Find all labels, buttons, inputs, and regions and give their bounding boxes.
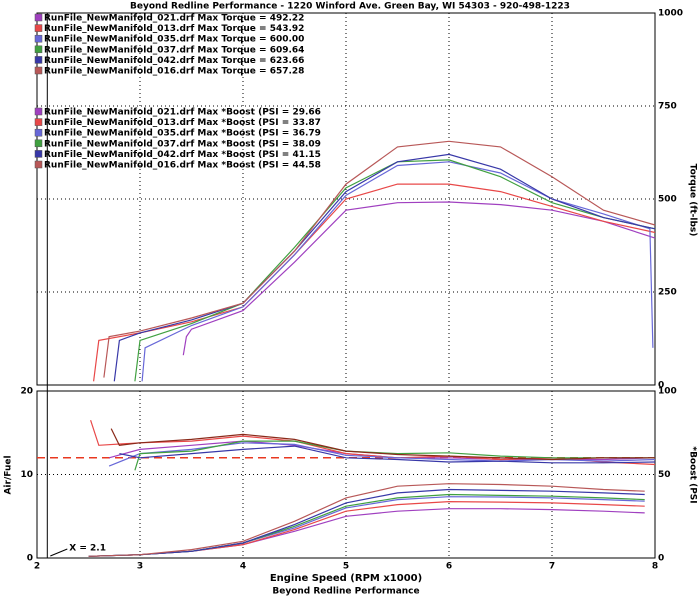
legend-label: RunFile_NewManifold_021.drf Max Torque =…: [44, 14, 304, 24]
legend-swatch: [34, 150, 43, 158]
legend-label: RunFile_NewManifold_016.drf Max Torque =…: [44, 67, 304, 77]
series-line: [134, 440, 655, 471]
x-tick-label: 4: [240, 562, 246, 572]
legend-swatch: [34, 34, 43, 43]
legend-label: RunFile_NewManifold_016.drf Max *Boost (…: [44, 161, 321, 171]
series-line: [103, 140, 656, 378]
series-line: [110, 428, 655, 461]
legend-swatch: [34, 139, 43, 148]
legend-label: RunFile_NewManifold_037.drf Max Torque =…: [44, 45, 304, 55]
legend-swatch: [34, 107, 43, 116]
y-axis-label: Air/Fuel: [4, 455, 14, 494]
legend-swatch: [34, 24, 43, 32]
legend-swatch: [34, 160, 43, 169]
series-line: [88, 488, 645, 557]
legend-label: RunFile_NewManifold_035.drf Max *Boost (…: [44, 129, 321, 139]
legend-label: RunFile_NewManifold_037.drf Max *Boost (…: [44, 139, 321, 149]
x-tick-label: 8: [652, 562, 658, 572]
legend-swatch: [34, 66, 43, 75]
y2-tick-label: 0: [658, 554, 664, 564]
y2-axis-label: *Boost (PSI: [688, 446, 698, 503]
y2-tick-label: 500: [658, 195, 677, 205]
series-line: [141, 161, 654, 382]
y-tick-label: 20: [20, 387, 33, 397]
legend-swatch: [34, 128, 43, 137]
cursor-pointer: [50, 548, 68, 557]
y2-tick-label: 0: [658, 381, 664, 391]
x-tick-label: 5: [343, 562, 349, 572]
y2-tick-label: 100: [658, 387, 677, 397]
series-line: [119, 445, 656, 464]
chart-title: Beyond Redline Performance - 1220 Winfor…: [130, 2, 570, 12]
legend-swatch: [34, 13, 43, 22]
series-line: [113, 153, 656, 382]
legend-swatch: [34, 118, 43, 126]
series-line: [182, 201, 656, 356]
legend-swatch: [34, 45, 43, 54]
y2-tick-label: 250: [658, 288, 677, 298]
legend-label: RunFile_NewManifold_035.drf Max Torque =…: [44, 35, 304, 45]
series-line: [88, 496, 645, 557]
legend-label: RunFile_NewManifold_042.drf Max *Boost (…: [44, 150, 321, 160]
cursor-label: X = 2.1: [69, 544, 106, 554]
y2-tick-label: 1000: [658, 9, 683, 19]
y-tick-label: 0: [27, 554, 33, 564]
legend-label: RunFile_NewManifold_042.drf Max Torque =…: [44, 56, 304, 66]
x-tick-label: 7: [549, 562, 555, 572]
footer: Beyond Redline Performance: [272, 587, 419, 597]
x-tick-label: 6: [446, 562, 452, 572]
y2-axis-label: Torque (ft-lbs): [688, 164, 698, 237]
legend-label: RunFile_NewManifold_013.drf Max Torque =…: [44, 24, 304, 34]
x-tick-label: 2: [34, 562, 40, 572]
y-tick-label: 10: [20, 470, 33, 480]
legend-label: RunFile_NewManifold_021.drf Max *Boost (…: [44, 108, 321, 118]
legend-label: RunFile_NewManifold_013.drf Max *Boost (…: [44, 118, 321, 128]
series-line: [88, 508, 645, 557]
y2-tick-label: 750: [658, 102, 677, 112]
x-axis-label: Engine Speed (RPM x1000): [270, 573, 422, 584]
series-line: [88, 483, 645, 557]
y2-tick-label: 50: [658, 470, 671, 480]
series-line: [134, 159, 656, 382]
x-tick-label: 3: [137, 562, 143, 572]
legend-swatch: [34, 56, 43, 64]
